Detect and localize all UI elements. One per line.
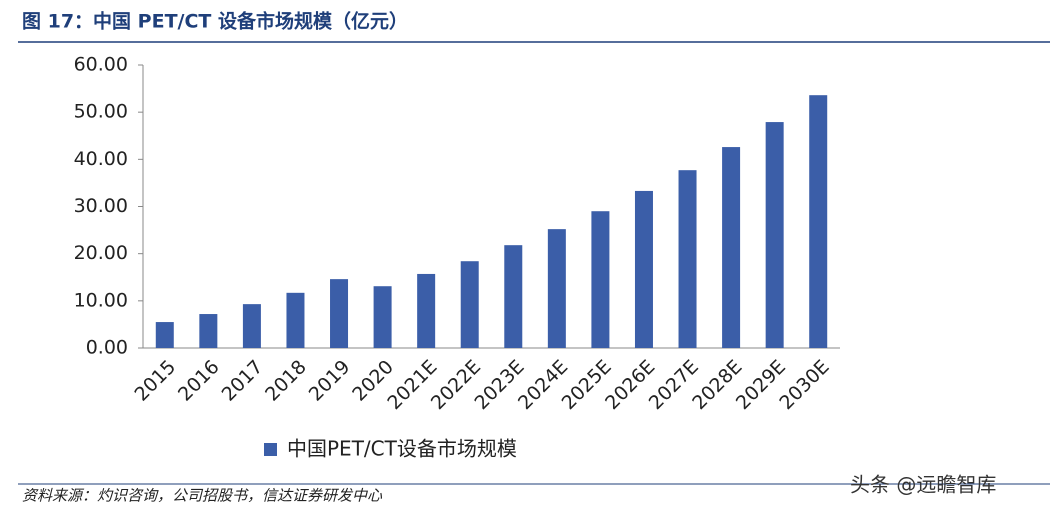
bar [330,279,349,348]
bar [678,170,697,348]
bar [242,304,261,348]
bar [765,122,784,349]
bar [286,292,305,348]
bar [591,211,610,348]
bar [504,245,523,348]
bar [155,322,174,348]
x-tick-label: 2015 [130,356,180,406]
x-tick-label: 2019 [305,356,355,406]
bar [460,261,479,348]
y-tick-label: 60.00 [74,54,128,76]
y-tick-label: 40.00 [74,148,128,170]
source-note: 资料来源：灼识咨询，公司招股书，信达证券研发中心 [22,487,383,505]
x-tick-label: 2017 [218,356,268,406]
x-tick-label: 2030E [775,356,833,414]
legend-label: 中国PET/CT设备市场规模 [287,437,517,461]
bar [809,95,828,348]
legend-swatch [264,443,277,456]
y-tick-label: 30.00 [74,195,128,217]
bar [199,314,218,348]
bar [722,147,741,348]
y-tick-label: 0.00 [86,337,128,359]
bar [547,229,566,348]
bar [373,286,392,348]
chart-title: 图 17：中国 PET/CT 设备市场规模（亿元） [22,10,408,33]
y-tick-label: 10.00 [74,289,128,311]
y-tick-label: 50.00 [74,101,128,123]
x-tick-label: 2018 [261,356,311,406]
x-tick-label: 2016 [174,356,224,406]
bar [417,273,436,348]
watermark: 头条 @远瞻智库 [850,473,996,497]
y-tick-label: 20.00 [74,242,128,264]
bar [634,190,653,348]
